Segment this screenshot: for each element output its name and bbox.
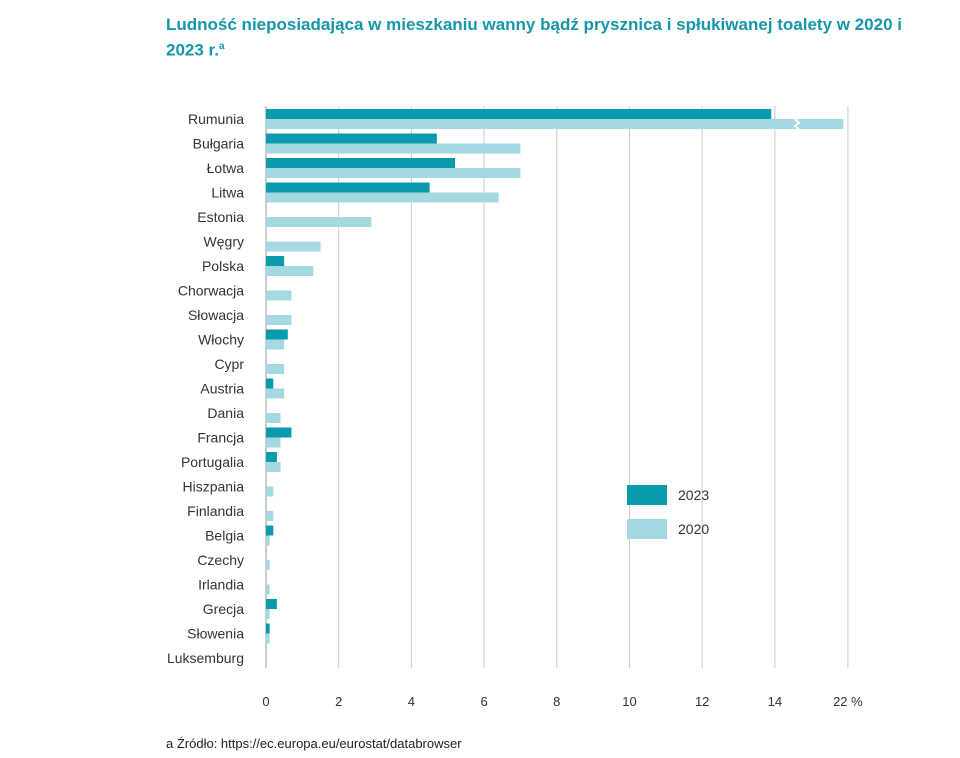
bar-2020-Rumunia	[266, 119, 844, 129]
bar-2020-Bułgaria	[266, 143, 521, 154]
x-tick-label: 10	[622, 694, 636, 709]
category-label: Litwa	[211, 185, 244, 201]
x-tick-label: 12	[695, 694, 709, 709]
x-tick-label: 4	[408, 694, 415, 709]
bar-2020-Włochy	[266, 339, 285, 350]
category-label: Francja	[197, 430, 244, 446]
x-tick-label: 2	[335, 694, 342, 709]
bar-2023-Portugalia	[266, 452, 277, 462]
x-tick-label: 14	[768, 694, 782, 709]
category-label: Belgia	[205, 528, 244, 544]
bar-2020-Grecja	[266, 609, 270, 619]
category-label: Estonia	[197, 209, 244, 225]
bar-2020-Łotwa	[266, 168, 521, 178]
category-label: Słowacja	[188, 307, 244, 323]
x-tick-label: 8	[553, 694, 560, 709]
category-label: Hiszpania	[183, 479, 245, 495]
x-tick-label: 6	[480, 694, 487, 709]
bar-2023-Rumunia	[266, 109, 772, 119]
category-label: Portugalia	[181, 454, 244, 470]
bar-2023-Polska	[266, 256, 285, 266]
bar-2020-Belgia	[266, 535, 270, 546]
bar-2023-Słowenia	[266, 623, 270, 634]
legend-swatch-2023	[627, 485, 667, 505]
bar-2023-Litwa	[266, 182, 430, 193]
legend-swatch-2020	[627, 519, 667, 539]
legend-label: 2020	[678, 521, 709, 537]
category-label: Cypr	[214, 356, 244, 372]
category-label: Grecja	[203, 601, 244, 617]
bar-2020-Litwa	[266, 192, 499, 203]
category-label: Węgry	[204, 234, 244, 250]
bar-2020-Austria	[266, 388, 285, 399]
bar-2023-Grecja	[266, 599, 277, 609]
category-label: Chorwacja	[178, 283, 244, 299]
bar-2023-Francja	[266, 427, 292, 438]
category-label: Włochy	[198, 332, 244, 348]
bar-2020-Finlandia	[266, 511, 274, 521]
bar-2020-Cypr	[266, 364, 285, 374]
category-label: Czechy	[197, 552, 244, 568]
category-label: Irlandia	[198, 577, 244, 593]
category-label: Bułgaria	[193, 136, 245, 152]
category-label: Finlandia	[187, 503, 244, 519]
bar-2020-Francja	[266, 437, 281, 448]
x-tick-label: 0	[262, 694, 269, 709]
bar-2023-Austria	[266, 378, 274, 389]
axis-break-marker	[793, 118, 801, 130]
category-label: Łotwa	[207, 160, 245, 176]
bar-2020-Estonia	[266, 217, 372, 227]
chart-title: Ludność nieposiadająca w mieszkaniu wann…	[166, 15, 902, 60]
bar-2020-Irlandia	[266, 584, 270, 595]
bar-2020-Polska	[266, 266, 314, 276]
bar-2023-Bułgaria	[266, 133, 437, 144]
bar-2023-Łotwa	[266, 158, 456, 168]
category-label: Rumunia	[188, 111, 244, 127]
bar-2020-Hiszpania	[266, 486, 274, 497]
bar-2020-Słowacja	[266, 315, 292, 325]
bar-2020-Dania	[266, 413, 281, 423]
bar-2020-Portugalia	[266, 462, 281, 472]
bar-2020-Słowenia	[266, 633, 270, 644]
category-label: Polska	[202, 258, 244, 274]
x-tick-label: 22 %	[833, 694, 863, 709]
category-label: Dania	[207, 405, 244, 421]
bar-2020-Czechy	[266, 560, 270, 570]
legend-label: 2023	[678, 487, 709, 503]
bar-2023-Włochy	[266, 329, 288, 340]
category-label: Austria	[200, 381, 244, 397]
bar-chart: 0 2 4 6 8 10 12 14 22 % Rumunia Bułgaria Łotwa Litwa…	[167, 106, 863, 709]
source-note: a Źródło: https://ec.europa.eu/eurostat/…	[166, 736, 462, 751]
bar-2023-Belgia	[266, 525, 274, 536]
category-label: Słowenia	[187, 626, 244, 642]
bar-2020-Węgry	[266, 241, 321, 252]
bar-2020-Chorwacja	[266, 290, 292, 301]
category-label: Luksemburg	[167, 650, 244, 666]
